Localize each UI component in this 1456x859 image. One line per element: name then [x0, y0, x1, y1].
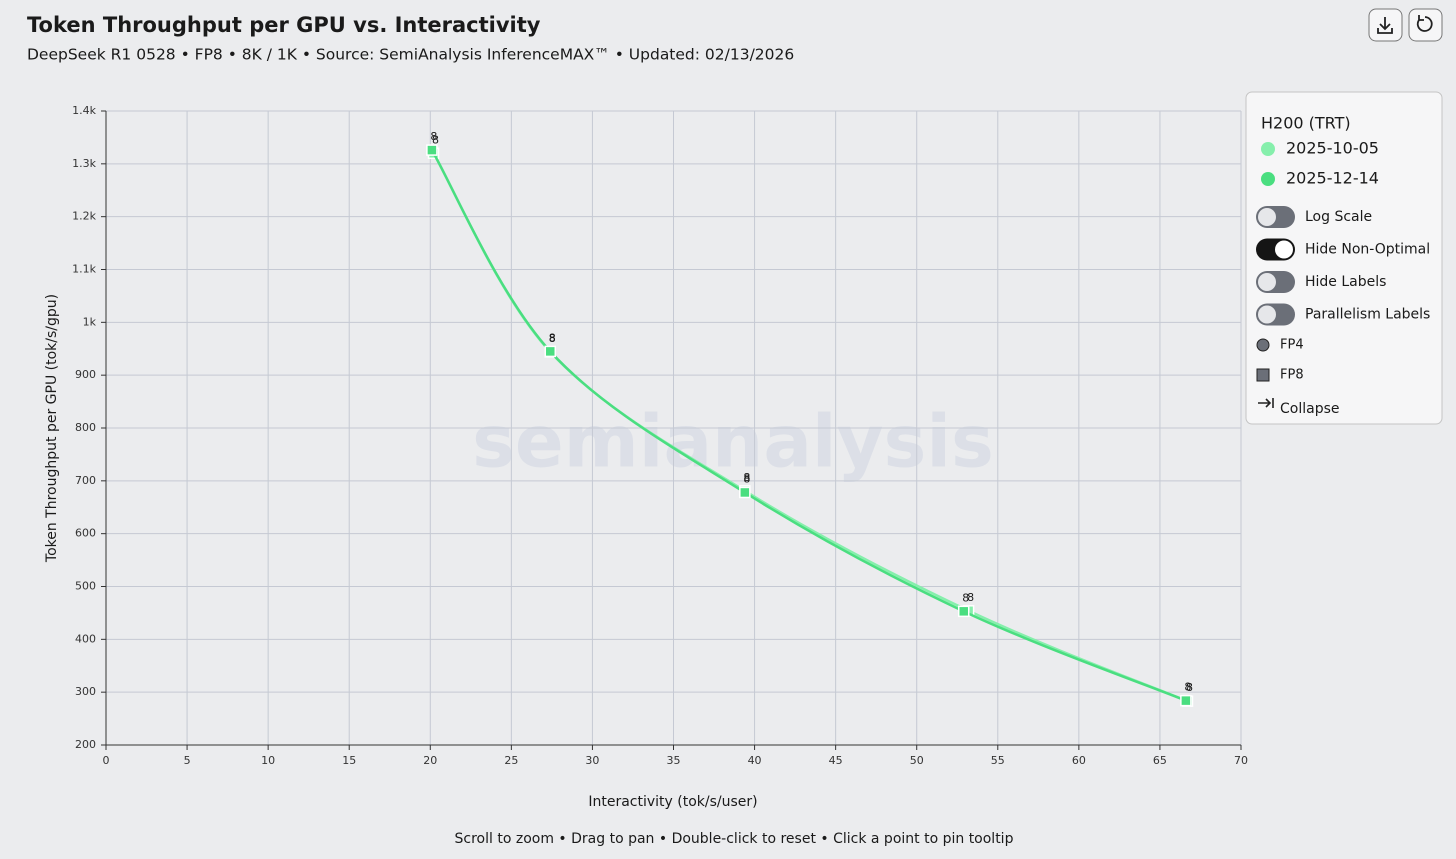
watermark: semianalysis: [472, 400, 994, 484]
y-tick-label: 800: [75, 421, 96, 434]
y-tick-label: 300: [75, 685, 96, 698]
x-axis-label: Interactivity (tok/s/user): [588, 794, 757, 810]
data-point[interactable]: [1180, 694, 1192, 707]
collapse-icon[interactable]: [1258, 398, 1274, 408]
data-point[interactable]: [957, 605, 970, 618]
data-point[interactable]: [544, 345, 557, 358]
x-tick-label: 10: [261, 754, 275, 767]
y-tick-label: 1.2k: [72, 210, 96, 223]
x-tick-label: 40: [748, 754, 762, 767]
y-tick-label: 200: [75, 738, 96, 751]
y-tick-label: 500: [75, 580, 96, 593]
point-label: 8: [1186, 681, 1193, 694]
legend-label[interactable]: 2025-10-05: [1286, 139, 1379, 158]
toggle-knob[interactable]: [1258, 305, 1276, 324]
download-button[interactable]: [1368, 8, 1403, 42]
data-point[interactable]: [739, 486, 751, 499]
point-label: 8: [430, 130, 437, 143]
collapse-label[interactable]: Collapse: [1280, 401, 1340, 417]
point-label: 8: [549, 331, 556, 344]
point-label: 8: [743, 472, 750, 485]
x-tick-label: 60: [1072, 754, 1086, 767]
y-tick-label: 1k: [83, 315, 97, 328]
x-tick-label: 0: [103, 754, 110, 767]
shape-label: FP4: [1280, 338, 1304, 353]
point-label: 8: [962, 591, 969, 604]
shape-marker: [1256, 368, 1270, 382]
legend-panel: [1245, 91, 1443, 425]
y-tick-label: 700: [75, 474, 96, 487]
legend-label[interactable]: 2025-12-14: [1286, 169, 1379, 188]
x-tick-label: 25: [504, 754, 518, 767]
x-tick-label: 55: [991, 754, 1005, 767]
x-tick-label: 15: [342, 754, 356, 767]
hint-text: Scroll to zoom • Drag to pan • Double-cl…: [455, 831, 1014, 847]
reset-button[interactable]: [1408, 8, 1443, 42]
toggle-label[interactable]: Log Scale: [1305, 209, 1372, 225]
y-axis-label: Token Throughput per GPU (tok/s/gpu): [44, 294, 60, 563]
y-tick-label: 900: [75, 368, 96, 381]
data-point[interactable]: [426, 144, 438, 156]
toggle-knob[interactable]: [1275, 240, 1293, 259]
point-label: 8: [967, 591, 974, 604]
chart-subtitle: DeepSeek R1 0528 • FP8 • 8K / 1K • Sourc…: [27, 46, 794, 64]
x-tick-label: 5: [184, 754, 191, 767]
legend-title: H200 (TRT): [1261, 114, 1351, 133]
legend-swatch[interactable]: [1261, 142, 1275, 156]
y-tick-label: 400: [75, 632, 96, 645]
y-tick-label: 1.4k: [72, 104, 96, 117]
x-tick-label: 65: [1153, 754, 1167, 767]
x-tick-label: 30: [585, 754, 599, 767]
x-tick-label: 70: [1234, 754, 1248, 767]
chart-title: Token Throughput per GPU vs. Interactivi…: [27, 13, 541, 37]
x-tick-label: 35: [667, 754, 681, 767]
y-tick-label: 600: [75, 527, 96, 540]
toggle-knob[interactable]: [1258, 208, 1276, 226]
point-label: 8: [1184, 681, 1191, 694]
toggle-label[interactable]: Hide Non-Optimal: [1305, 242, 1430, 258]
y-tick-label: 1.3k: [72, 157, 96, 170]
legend-swatch[interactable]: [1261, 172, 1275, 186]
x-tick-label: 20: [423, 754, 437, 767]
x-tick-label: 50: [910, 754, 924, 767]
shape-label: FP8: [1280, 368, 1304, 383]
point-label: 8: [743, 471, 750, 484]
toggle-label[interactable]: Hide Labels: [1305, 274, 1386, 290]
x-tick-label: 45: [829, 754, 843, 767]
toggle-label[interactable]: Parallelism Labels: [1305, 307, 1430, 323]
toggle-knob[interactable]: [1258, 273, 1276, 291]
shape-marker: [1256, 338, 1270, 352]
point-label: 8: [549, 332, 556, 345]
point-label: 8: [432, 133, 439, 146]
y-tick-label: 1.1k: [72, 263, 96, 276]
